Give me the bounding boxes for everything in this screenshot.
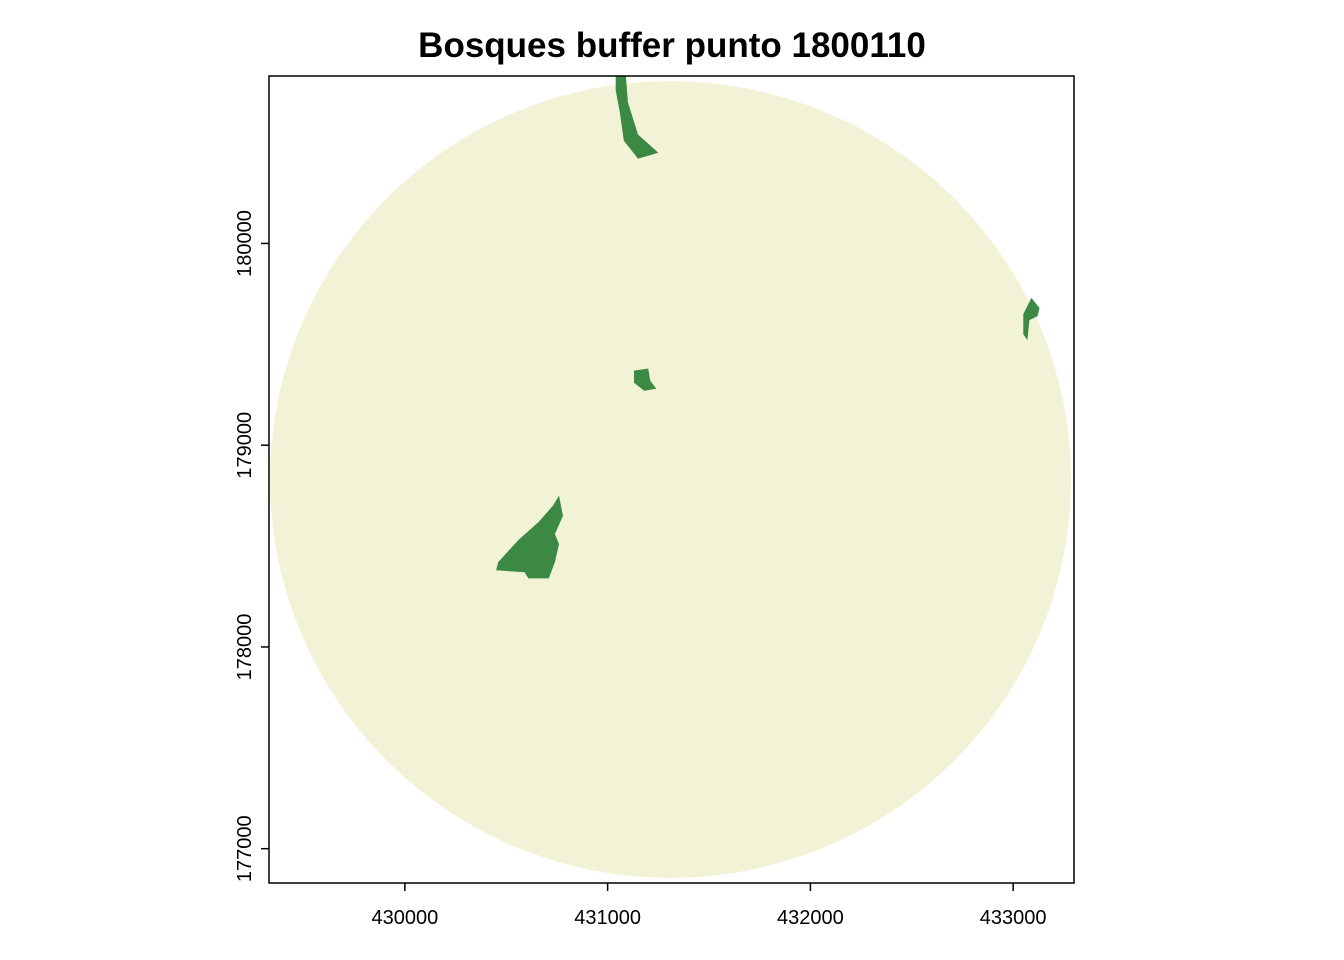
x-tick-label: 431000 — [574, 907, 641, 929]
buffer-area — [270, 81, 1071, 878]
forest-patch-southwest — [496, 495, 563, 579]
plot-area — [270, 76, 1071, 878]
plot-frame — [268, 75, 1075, 884]
x-tick-label: 433000 — [980, 907, 1047, 929]
forest-patch-north — [615, 76, 659, 159]
y-tick-label: 180000 — [234, 210, 256, 277]
forest-patch-center — [634, 368, 657, 391]
axes: 430000 431000 432000 433000 177000 178000 1790… — [234, 210, 1047, 929]
x-tick-label: 432000 — [777, 907, 844, 929]
y-tick-label: 179000 — [234, 412, 256, 479]
x-tick-label: 430000 — [371, 907, 438, 929]
forest-patch-east — [1023, 297, 1040, 341]
chart-title: Bosques buffer punto 1800110 — [418, 26, 926, 65]
y-tick-label: 177000 — [234, 815, 256, 882]
y-tick-label: 178000 — [234, 614, 256, 681]
